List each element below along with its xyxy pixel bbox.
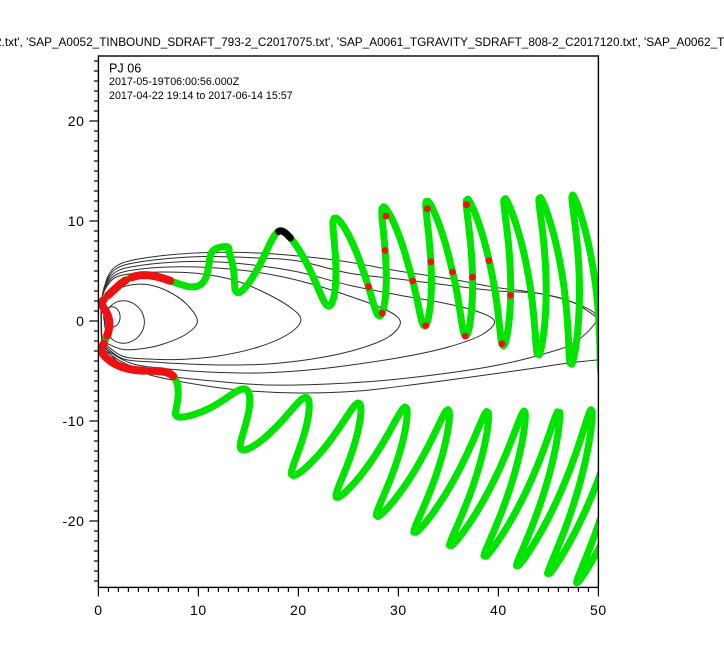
- svg-text:0: 0: [94, 602, 102, 618]
- svg-text:0: 0: [76, 313, 84, 329]
- svg-text:PJ 06: PJ 06: [109, 61, 141, 75]
- svg-text:40: 40: [490, 602, 507, 618]
- svg-text:50: 50: [590, 602, 607, 618]
- svg-text:30: 30: [390, 602, 407, 618]
- svg-text:20: 20: [68, 113, 85, 129]
- svg-text:2017-04-22 19:14 to 2017-06-14: 2017-04-22 19:14 to 2017-06-14 15:57: [109, 90, 293, 102]
- svg-text:10: 10: [190, 602, 207, 618]
- svg-text:2.txt', 'SAP_A0052_TINBOUND_SD: 2.txt', 'SAP_A0052_TINBOUND_SDRAFT_793-2…: [0, 35, 724, 49]
- svg-text:-20: -20: [62, 513, 84, 529]
- svg-text:20: 20: [290, 602, 307, 618]
- svg-text:10: 10: [68, 213, 85, 229]
- svg-text:-10: -10: [62, 413, 84, 429]
- svg-text:2017-05-19T06:00:56.000Z: 2017-05-19T06:00:56.000Z: [109, 76, 240, 88]
